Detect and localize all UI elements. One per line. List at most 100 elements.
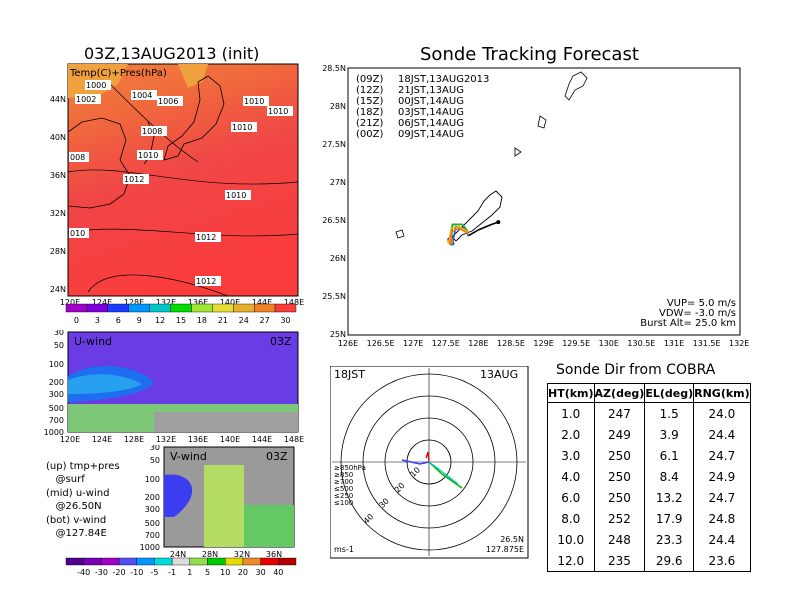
u-pres-tick: 700 [49,416,64,425]
wind-colorbar-label: 30 [256,568,266,577]
polar-level-legend: ≤500 [334,485,353,493]
direction-cell: 23.6 [693,550,751,572]
tracking-param: VDW= -3.0 m/s [659,308,736,319]
isobar-label-box [123,174,149,184]
polar-level-legend: ≤100 [334,499,353,507]
tracking-lat-tick: 25N [330,330,346,339]
tracking-param: VUP= 5.0 m/s [667,298,736,309]
v-lat-tick: 36N [266,550,282,559]
tracking-map: 28.5N 28N 27.5N 27N 26.5N 26N 25.5N 25N 126E 126… [322,64,749,348]
island-outline [564,71,588,101]
wind-color-swatch [207,557,226,566]
direction-header-cell: RNG(km) [693,383,751,403]
wind-colorbar-label: -5 [150,568,158,577]
map-lon-tick: 120E [60,298,80,307]
direction-row: 3.0 250 6.1 24.7 [547,445,751,466]
direction-cell: 1.0 [547,402,595,424]
wind-color-swatch [65,557,84,566]
wind-colorbar-label: 40 [273,568,283,577]
isobar-label: 1012 [196,277,216,286]
isobar-label-box [69,152,89,162]
tracking-lon-tick: 128.5E [497,339,525,348]
direction-header-cell: HT(km) [547,383,595,403]
temp-color-swatch [212,303,234,313]
temp-colorbar-label: 3 [95,316,100,325]
tracking-lat-tick: 26.5N [322,216,346,225]
okinawa-outline [451,190,503,242]
direction-row: 2.0 249 3.9 24.4 [547,424,751,445]
direction-cell: 12.0 [547,550,595,572]
polar-units: ms-1 [334,545,354,554]
direction-cell: 13.2 [644,487,695,508]
isobar-label: 1010 [268,107,288,116]
temp-color-swatch [86,303,109,313]
direction-header-cell: EL(deg) [644,383,695,403]
isobar-label-box [69,228,89,238]
v-wind-band [244,505,294,547]
direction-cell: 29.6 [644,550,695,572]
wind-hodograph-low [425,451,430,463]
temp-color-swatch [65,303,88,313]
temp-colorbar-label: 27 [260,316,270,325]
v-lat-tick: 28N [202,550,218,559]
map-lon-tick: 124E [92,298,112,307]
temp-color-swatch [128,303,150,313]
legend-code: (00Z) [356,129,383,140]
tracking-lon-tick: 131.5E [693,339,721,348]
temp-color-swatch [253,303,276,313]
wind-colorbar: -40 -30 -20 -10 -5 -1 1 5 10 20 30 40 [65,557,297,577]
isobar-label: 1008 [142,127,162,136]
u-lon-tick: 128E [124,435,144,444]
legend-time: 03JST,14AUG [398,107,464,118]
wind-hodograph-upper [401,459,430,465]
direction-cell: 10.0 [547,529,595,550]
map-lat-tick: 44N [50,95,66,104]
direction-row: 6.0 250 13.2 24.7 [547,487,751,508]
u-pres-tick: 50 [54,341,64,350]
polar-level-legend: ≥850hPa [334,464,366,472]
u-pres-tick: 1000 [44,428,64,437]
isobar-label-box [267,106,293,116]
temp-color-swatch [107,303,129,313]
tracking-lat-tick: 28N [330,102,346,111]
map-lat-tick: 32N [50,209,66,218]
direction-cell: 24.9 [693,466,751,487]
direction-row: 4.0 250 8.4 24.9 [547,466,751,487]
wind-hodograph-mid2 [428,461,459,485]
wind-colorbar-label: 10 [220,568,230,577]
isobar-label-box [85,80,111,90]
isobar-label-box [141,126,167,136]
wind-colorbar-label: -40 [77,568,90,577]
v-wind-time: 03Z [266,450,288,463]
tracking-lat-tick: 26N [330,254,346,263]
v-pres-tick: 200 [145,493,160,502]
isobar-label-box [157,96,183,106]
isobar-label: 1012 [124,175,144,184]
tracking-title: Sonde Tracking Forecast [420,44,639,65]
isobar-line [67,169,299,185]
u-wind-section: U-wind 03Z 30 50 100 200 300 500 700 1000 120E 1… [44,330,305,444]
wind-colorbar-label: 20 [238,568,248,577]
direction-cell: 8.0 [547,508,595,529]
legend-code: (18Z) [356,107,383,118]
isobar-label: 1006 [158,97,178,106]
direction-cell: 250 [593,487,646,508]
map-field-label: Temp(C)+Pres(hPa) [69,68,167,79]
legend-code: (21Z) [356,118,383,129]
u-lon-tick: 124E [92,435,112,444]
tracking-lon-tick: 130E [599,339,619,348]
u-lon-tick: 144E [252,435,272,444]
wind-color-swatch [189,557,208,566]
tracking-lon-tick: 127.5E [432,339,460,348]
legend-code: (15Z) [356,96,383,107]
wind-colorbar-label: -1 [168,568,176,577]
map-lon-tick: 140E [220,298,240,307]
direction-cell: 252 [593,508,646,529]
u-pres-tick: 500 [49,404,64,413]
u-wind-time: 03Z [270,335,292,348]
tracking-lon-tick: 129E [533,339,553,348]
legend-time: 06JST,14AUG [398,118,464,129]
island-outline [395,229,405,239]
v-wind-label: V-wind [170,450,207,463]
wind-hodograph-mid [428,461,463,489]
